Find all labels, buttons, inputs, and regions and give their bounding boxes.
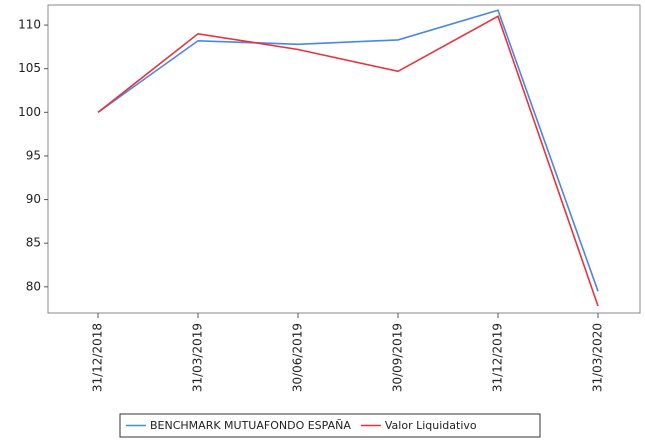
x-tick-label: 30/09/2019 bbox=[391, 323, 405, 392]
legend-label: Valor Liquidativo bbox=[385, 419, 477, 432]
series-line bbox=[97, 15, 599, 307]
y-tick-label: 80 bbox=[26, 279, 41, 293]
legend-box bbox=[119, 413, 541, 438]
x-tick-label: 31/12/2018 bbox=[91, 323, 105, 392]
y-tick-label: 105 bbox=[18, 61, 41, 75]
x-tick-label: 30/06/2019 bbox=[291, 323, 305, 392]
y-tick-label: 100 bbox=[18, 105, 41, 119]
legend-label: BENCHMARK MUTUAFONDO ESPAÑA bbox=[150, 419, 351, 432]
x-tick-label: 31/12/2019 bbox=[491, 323, 505, 392]
y-tick-label: 85 bbox=[26, 236, 41, 250]
x-tick-label: 31/03/2019 bbox=[191, 323, 205, 392]
y-tick-label: 110 bbox=[18, 18, 41, 32]
y-tick-label: 95 bbox=[26, 148, 41, 162]
legend: BENCHMARK MUTUAFONDO ESPAÑA Valor Liquida… bbox=[119, 413, 541, 438]
x-tick-label: 31/03/2020 bbox=[591, 323, 605, 392]
y-tick-label: 90 bbox=[26, 192, 41, 206]
series-line bbox=[97, 9, 599, 292]
plot-frame bbox=[47, 4, 641, 314]
